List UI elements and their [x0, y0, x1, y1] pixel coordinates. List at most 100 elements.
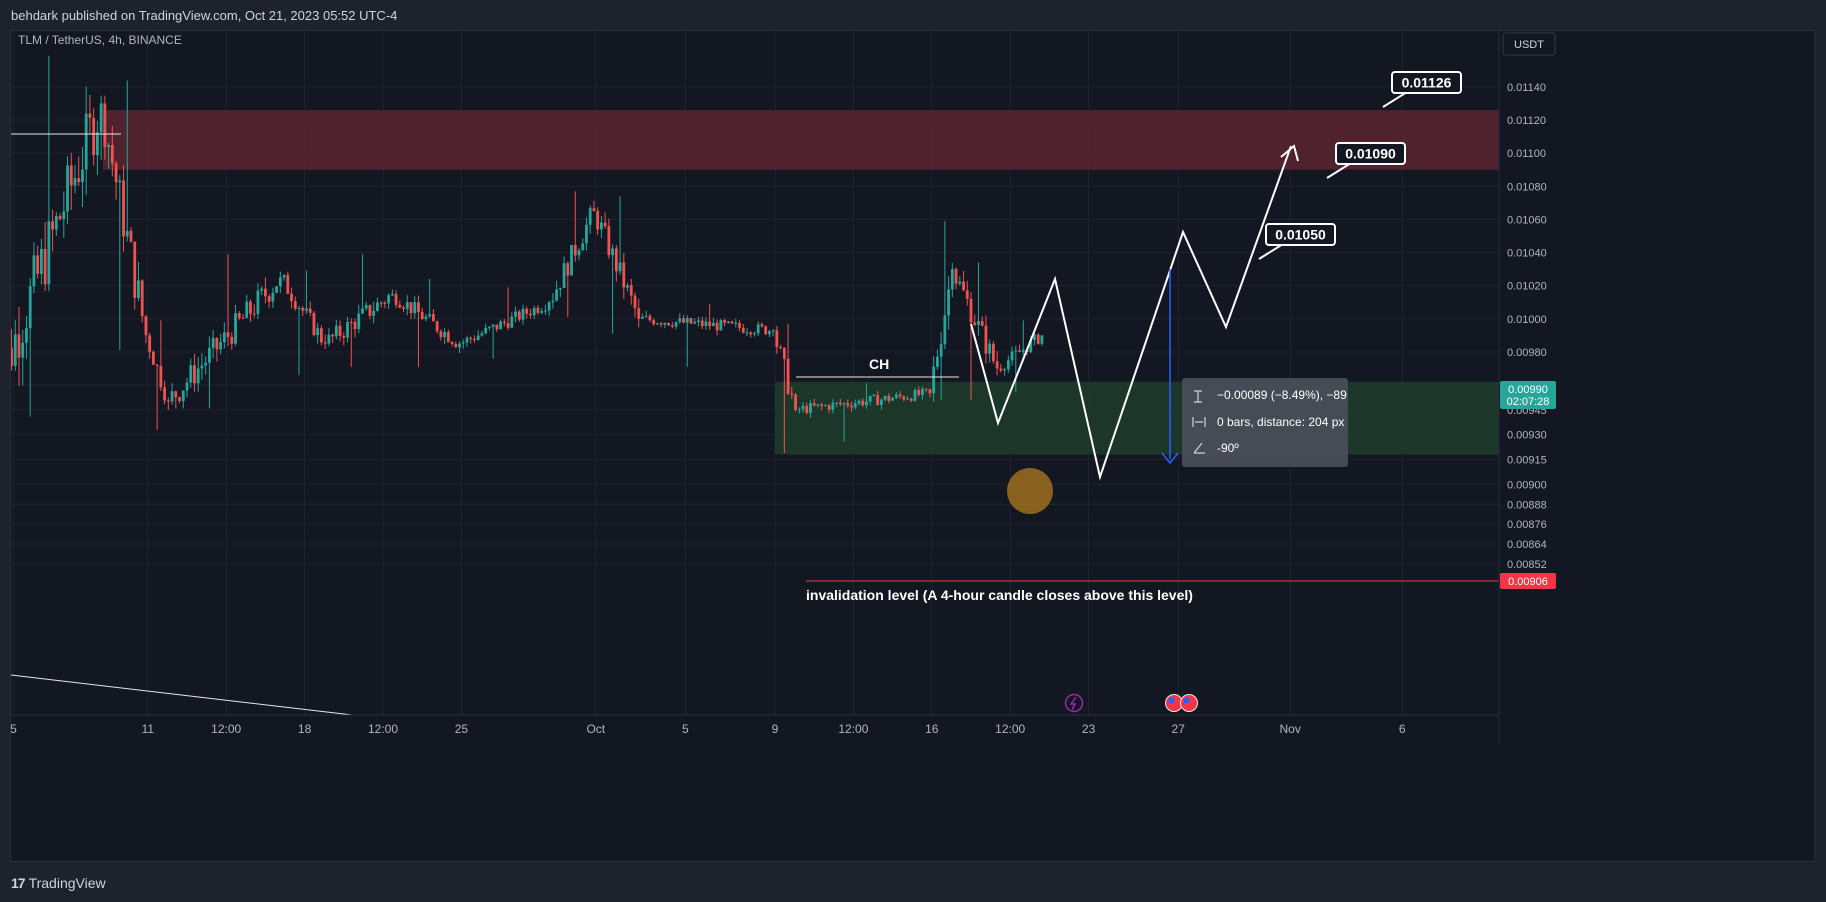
candle-body — [398, 304, 402, 308]
price-chart[interactable]: CH invalidation level (A 4-hour candle c… — [11, 31, 1815, 862]
candle-body — [592, 208, 596, 212]
candle-body — [290, 293, 293, 302]
candle-body — [62, 211, 66, 220]
candle-body — [921, 388, 924, 395]
candle-body — [618, 262, 622, 272]
candle-body — [999, 368, 1003, 371]
candle-body — [674, 321, 678, 327]
candle-body — [129, 230, 133, 242]
candle-body — [349, 321, 353, 323]
candle-body — [529, 313, 532, 316]
candle-body — [428, 314, 432, 317]
candle-body — [133, 241, 137, 298]
candle-body — [962, 281, 965, 291]
candle-body — [54, 215, 58, 230]
candle-body — [820, 404, 824, 406]
candle-body — [536, 307, 540, 313]
candle-body — [185, 382, 189, 391]
candle-body — [603, 222, 607, 227]
candle-body — [749, 332, 753, 335]
candle-body — [144, 316, 148, 336]
currency-button[interactable]: USDT — [1502, 32, 1556, 56]
candle-body — [521, 308, 525, 320]
candle-body — [267, 296, 271, 302]
candle-body — [898, 394, 902, 397]
candle-body — [697, 320, 700, 322]
candle-body — [547, 302, 551, 311]
candle-body — [853, 403, 857, 408]
candle-body — [558, 287, 562, 290]
candle-body — [712, 322, 715, 327]
bars-distance-icon — [1192, 417, 1206, 427]
event-lightning-icon[interactable] — [1064, 693, 1084, 713]
candle-body — [387, 295, 390, 304]
candle-body — [200, 365, 204, 369]
candle-body — [891, 398, 894, 401]
candle-body — [73, 178, 77, 186]
candle-body — [364, 305, 368, 309]
candle-body — [96, 132, 99, 156]
candle-body — [413, 302, 417, 314]
candle-body — [1040, 335, 1044, 344]
candle-body — [357, 313, 361, 329]
candle-body — [488, 326, 491, 328]
target-label-0.01050: 0.01050 — [1275, 227, 1326, 243]
time-axis[interactable]: 5 11 12:00 18 12:00 25 Oct 5 9 12:00 16 12:00 23 27 No… — [11, 714, 1815, 862]
candle-body — [36, 255, 40, 274]
candle-body — [21, 342, 25, 358]
candle-body — [81, 169, 84, 182]
candle-body — [114, 163, 118, 183]
candle-body — [573, 245, 577, 256]
candle-body — [155, 364, 159, 366]
candle-body — [99, 103, 103, 133]
candle-body — [137, 280, 140, 298]
candle-body — [947, 289, 950, 316]
target-callout-0.01090[interactable]: 0.01090 — [1326, 142, 1406, 179]
time-tick-label: 18 — [298, 722, 312, 736]
candle-body — [293, 301, 297, 309]
target-callout-0.01126[interactable]: 0.01126 — [1382, 71, 1462, 108]
measure-tool[interactable] — [1161, 269, 1179, 465]
candle-body — [454, 343, 458, 348]
candle-body — [140, 280, 144, 317]
price-tick-label: 0.00876 — [1507, 519, 1547, 531]
candle-body — [704, 321, 708, 326]
candle-body — [450, 342, 454, 344]
candle-body — [723, 320, 726, 323]
candle-body — [166, 400, 170, 402]
range-icon — [1194, 390, 1202, 403]
candle-body — [637, 308, 641, 319]
candle-body — [805, 406, 809, 413]
candle-body — [846, 403, 850, 406]
candle-body — [301, 307, 305, 311]
projection-arrowhead — [1280, 144, 1299, 162]
candle-body — [622, 262, 626, 288]
price-tick-label: 0.01140 — [1507, 82, 1546, 94]
us-flag-event-icon[interactable] — [1165, 694, 1198, 712]
candle-body — [193, 365, 196, 384]
angle-icon — [1193, 442, 1205, 454]
candle-body — [66, 165, 69, 212]
target-callout-0.01050[interactable]: 0.01050 — [1258, 223, 1336, 260]
time-tick-label: 12:00 — [838, 722, 868, 736]
tradingview-logo[interactable]: 17 TradingView — [11, 875, 106, 891]
candle-body — [461, 342, 465, 344]
time-tick-label: 5 — [682, 722, 689, 736]
candle-body — [510, 316, 514, 328]
current-price-tag: 0.00990 02:07:28 — [1500, 381, 1556, 409]
price-tick-label: 0.00930 — [1507, 430, 1547, 442]
candle-body — [118, 180, 122, 183]
candle-body — [443, 332, 446, 338]
candle-body — [932, 366, 936, 394]
chart-frame[interactable]: CH invalidation level (A 4-hour candle c… — [10, 30, 1815, 862]
candle-body — [222, 332, 226, 343]
candle-body — [652, 320, 656, 325]
candle-body — [405, 302, 409, 309]
target-label-0.01090: 0.01090 — [1345, 146, 1396, 162]
candle-body — [275, 286, 278, 293]
candle-body — [633, 295, 637, 309]
candle-body — [152, 351, 155, 365]
measure-arrow-icon — [1161, 452, 1179, 465]
candle-body — [734, 323, 738, 325]
candle-body — [876, 394, 880, 406]
